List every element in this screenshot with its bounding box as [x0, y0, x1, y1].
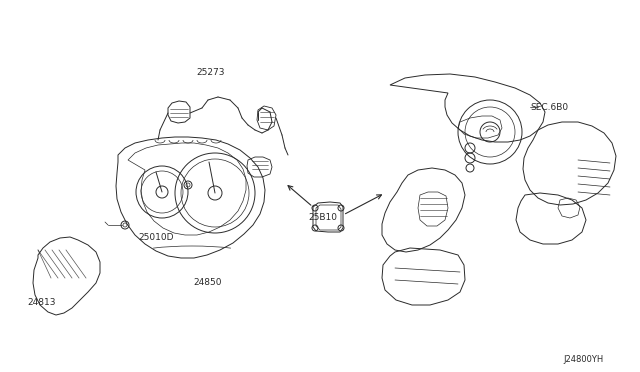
Text: 25010D: 25010D — [138, 233, 173, 242]
Text: 25273: 25273 — [196, 68, 225, 77]
Text: 25B10: 25B10 — [308, 213, 337, 222]
Text: 24813: 24813 — [27, 298, 56, 307]
Text: SEC.6B0: SEC.6B0 — [530, 103, 568, 112]
Text: J24800YH: J24800YH — [563, 355, 604, 364]
Text: 24850: 24850 — [193, 278, 221, 287]
